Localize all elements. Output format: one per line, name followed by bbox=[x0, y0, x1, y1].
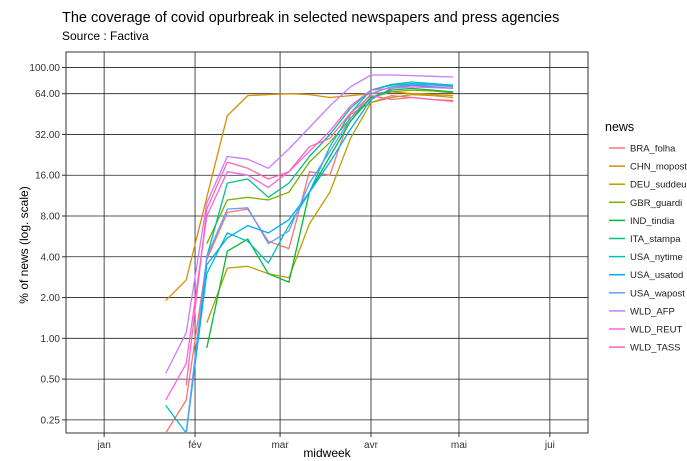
series-line-wld-reut bbox=[165, 86, 454, 401]
y-tick-label: 32.00 bbox=[35, 130, 60, 141]
legend-title: news bbox=[605, 120, 634, 134]
legend: news BRA_folha CHN_mopost DEU_suddeu GBR_gu… bbox=[605, 120, 687, 354]
series-line-deu-suddeu bbox=[206, 93, 454, 324]
y-tick-label: 1.00 bbox=[41, 334, 61, 345]
y-axis-title: % of news (log. scale) bbox=[17, 186, 31, 303]
legend-label: GBR_guardi bbox=[630, 198, 682, 209]
plot-panel bbox=[65, 51, 589, 434]
legend-label: IND_tindia bbox=[630, 216, 675, 227]
y-tick-label: 0.25 bbox=[41, 415, 61, 426]
legend-label: WLD_TASS bbox=[630, 343, 681, 354]
series-lines bbox=[165, 74, 454, 434]
series-line-ita-stampa bbox=[206, 82, 454, 257]
x-axis-title: midweek bbox=[303, 446, 351, 460]
series-line-wld-afp bbox=[165, 74, 454, 374]
series-line-gbr-guardi bbox=[206, 89, 454, 244]
legend-label: USA_nytime bbox=[630, 252, 683, 263]
legend-label: USA_wapost bbox=[630, 288, 685, 299]
legend-label: CHN_mopost bbox=[630, 162, 687, 173]
series-line-usa-wapost bbox=[185, 83, 454, 434]
y-tick-label: 8.00 bbox=[41, 212, 61, 223]
legend-label: DEU_suddeu bbox=[630, 180, 687, 191]
y-tick-label: 2.00 bbox=[41, 293, 61, 304]
legend-label: WLD_AFP bbox=[630, 306, 675, 317]
y-tick-label: 0.50 bbox=[41, 375, 61, 386]
y-tick-label: 64.00 bbox=[35, 89, 60, 100]
x-tick-label: jui bbox=[544, 440, 555, 451]
x-tick-label: jan bbox=[96, 440, 110, 451]
y-axis-ticks: 0.25 0.50 1.00 2.00 4.00 8.00 16.00 32.00 64.00 1… bbox=[29, 63, 66, 426]
legend-label: ITA_stampa bbox=[630, 234, 681, 245]
x-tick-label: mai bbox=[451, 440, 467, 451]
legend-label: USA_usatod bbox=[630, 270, 683, 281]
y-tick-label: 16.00 bbox=[35, 171, 60, 182]
series-line-wld-tass bbox=[185, 94, 454, 386]
y-tick-label: 4.00 bbox=[41, 252, 61, 263]
series-line-ind-tindia bbox=[206, 87, 454, 349]
series-line-bra-folha bbox=[165, 94, 454, 434]
x-tick-label: mar bbox=[271, 440, 289, 451]
x-axis-ticks: jan fév mar avr mai jui bbox=[96, 433, 555, 451]
legend-label: WLD_REUT bbox=[630, 325, 682, 336]
y-tick-label: 100.00 bbox=[29, 63, 60, 74]
series-line-chn-mopost bbox=[165, 91, 454, 302]
chart-subtitle: Source : Factiva bbox=[62, 29, 149, 43]
x-tick-label: avr bbox=[364, 440, 379, 451]
legend-label: BRA_folha bbox=[630, 144, 676, 155]
x-tick-label: fév bbox=[188, 440, 201, 451]
chart-title: The coverage of covid opurbreak in selec… bbox=[62, 10, 559, 26]
grid-lines bbox=[66, 52, 588, 433]
series-line-usa-usatod bbox=[185, 84, 454, 434]
